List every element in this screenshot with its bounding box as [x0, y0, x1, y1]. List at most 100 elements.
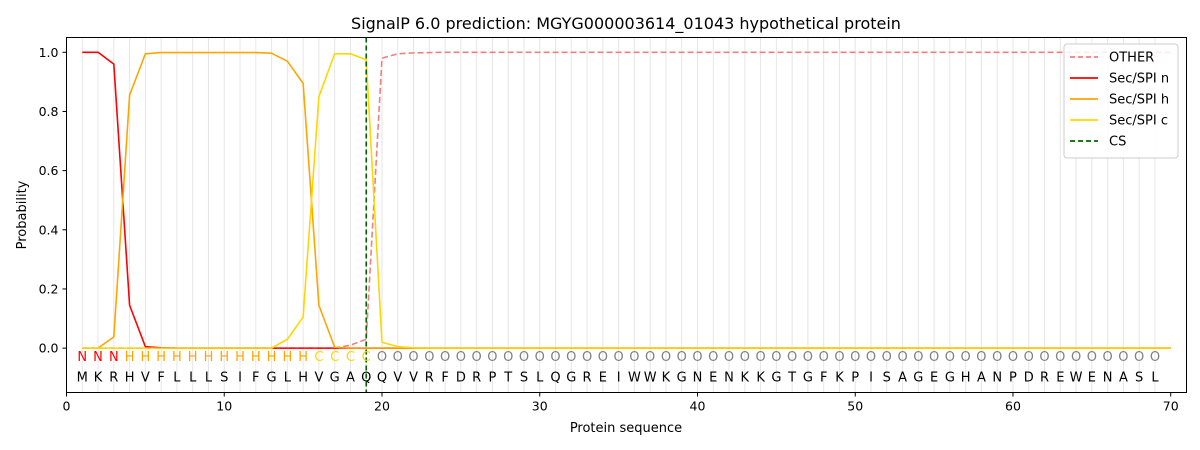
residue-label: V: [409, 371, 418, 386]
region-label: O: [645, 350, 655, 365]
residue-label: G: [945, 371, 955, 386]
region-label: O: [550, 350, 560, 365]
residue-label: E: [709, 371, 717, 386]
series-line-sec-spi-h: [82, 51, 1171, 349]
residue-label: S: [220, 371, 228, 386]
region-label: O: [708, 350, 718, 365]
region-label: H: [172, 350, 182, 365]
legend-entry: Sec/SPI h: [1109, 93, 1169, 108]
residue-label: V: [314, 371, 323, 386]
region-label: H: [219, 350, 229, 365]
residue-label: L: [189, 371, 197, 386]
x-tick-label: 40: [690, 399, 706, 414]
region-label: N: [77, 350, 87, 365]
region-label: O: [787, 350, 797, 365]
residue-label: K: [756, 371, 765, 386]
region-label: O: [850, 350, 860, 365]
chart-title: SignalP 6.0 prediction: MGYG000003614_01…: [351, 14, 901, 34]
region-label: H: [235, 350, 245, 365]
residue-label: F: [252, 371, 259, 386]
region-label: O: [692, 350, 702, 365]
legend: OTHER Sec/SPI n Sec/SPI h Sec/SPI c CS: [1063, 43, 1179, 159]
region-label: H: [204, 350, 214, 365]
y-tick-label: 0.8: [39, 104, 59, 119]
region-label: O: [1087, 350, 1097, 365]
residue-label: A: [977, 371, 986, 386]
region-label: O: [897, 350, 907, 365]
region-label: O: [976, 350, 986, 365]
residue-label: R: [472, 371, 481, 386]
residue-label: I: [617, 371, 621, 386]
residue-label: K: [94, 371, 103, 386]
residue-label: D: [1024, 371, 1034, 386]
residue-label: Q: [550, 371, 560, 386]
region-label: O: [1134, 350, 1144, 365]
residue-label: R: [109, 371, 118, 386]
region-label: H: [251, 350, 261, 365]
legend-box: [1063, 43, 1179, 159]
region-label: O: [677, 350, 687, 365]
y-tick-label: 1.0: [39, 45, 59, 60]
residue-label: H: [298, 371, 308, 386]
residue-label: P: [488, 371, 496, 386]
residue-label: G: [330, 371, 340, 386]
residue-label: G: [803, 371, 813, 386]
residue-label: A: [898, 371, 907, 386]
residue-label: T: [503, 371, 512, 386]
region-label: O: [866, 350, 876, 365]
region-label: H: [140, 350, 150, 365]
region-label: O: [929, 350, 939, 365]
residue-label: V: [393, 371, 402, 386]
region-label: O: [393, 350, 403, 365]
residue-label: R: [583, 371, 592, 386]
region-label: C: [330, 350, 339, 365]
region-label: O: [992, 350, 1002, 365]
residue-label: K: [835, 371, 844, 386]
residue-label: F: [157, 371, 164, 386]
x-tick-label: 70: [1163, 399, 1179, 414]
x-tick-label: 50: [847, 399, 863, 414]
x-tick-label: 20: [374, 399, 390, 414]
region-label: O: [1024, 350, 1034, 365]
region-label: O: [487, 350, 497, 365]
series-line-sec-spi-c: [82, 52, 1171, 349]
residue-label: T: [787, 371, 796, 386]
region-label: O: [755, 350, 765, 365]
residue-label: I: [869, 371, 873, 386]
y-tick-label: 0.4: [39, 222, 59, 237]
x-tick-label: 30: [532, 399, 548, 414]
residue-label: L: [1151, 371, 1159, 386]
y-axis-label: Probability: [15, 180, 30, 249]
residue-label: N: [1103, 371, 1113, 386]
region-label: O: [834, 350, 844, 365]
residue-label: G: [677, 371, 687, 386]
residue-label: K: [662, 371, 671, 386]
residue-label: H: [125, 371, 135, 386]
region-label: O: [803, 350, 813, 365]
region-label: C: [362, 350, 371, 365]
y-tick-label: 0.0: [39, 341, 59, 356]
residue-label: I: [238, 371, 242, 386]
region-label: O: [1071, 350, 1081, 365]
residue-label: E: [930, 371, 938, 386]
region-label: O: [1150, 350, 1160, 365]
residue-label: L: [173, 371, 181, 386]
region-label: H: [156, 350, 166, 365]
region-label: O: [661, 350, 671, 365]
region-label: O: [503, 350, 513, 365]
residue-label: V: [141, 371, 150, 386]
region-label: H: [282, 350, 292, 365]
y-tick-label: 0.2: [39, 281, 59, 296]
residue-label: E: [1088, 371, 1096, 386]
residue-label: A: [346, 371, 355, 386]
region-label: O: [724, 350, 734, 365]
region-label: C: [346, 350, 355, 365]
residue-label: N: [992, 371, 1002, 386]
residue-label: W: [1070, 371, 1083, 386]
region-label: O: [740, 350, 750, 365]
region-label: N: [93, 350, 103, 365]
series-line-other: [82, 51, 1171, 349]
region-label: O: [440, 350, 450, 365]
region-label: O: [456, 350, 466, 365]
residue-label: L: [284, 371, 292, 386]
